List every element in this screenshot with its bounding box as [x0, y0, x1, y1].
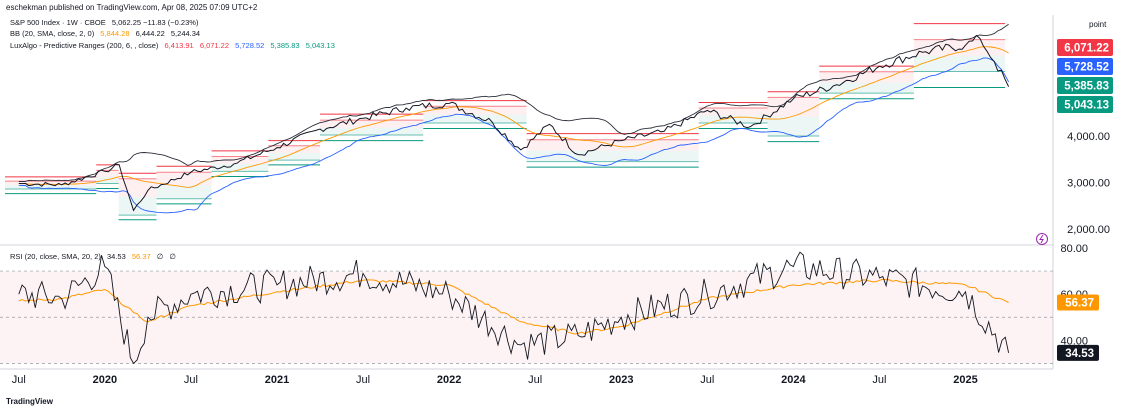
price-badge — [1057, 39, 1113, 56]
price-badge — [1057, 58, 1113, 75]
bb-basis-value: 5,844.28 — [100, 29, 130, 38]
luxalgo-r1-value: 6,071.22 — [199, 41, 230, 50]
bb-lower-value: 5,244.34 — [170, 29, 201, 38]
tradingview-logo: TradingView — [6, 397, 53, 406]
range-resistance-fill — [96, 170, 119, 177]
rsi-line — [18, 251, 1010, 365]
range-resistance-fill — [320, 120, 424, 128]
time-tick-label: Jul — [184, 374, 198, 386]
bb-upper-line — [18, 23, 1009, 183]
price-badge — [1057, 96, 1113, 113]
price-badge-label: 5,728.52 — [1064, 62, 1109, 74]
range-resistance-fill — [423, 106, 527, 115]
rsi-tick-label: 80.00 — [1060, 243, 1088, 255]
range-support-fill — [211, 163, 269, 172]
range-support-fill — [423, 114, 527, 123]
range-resistance-fill — [211, 156, 269, 164]
rsi-badge-label: 56.37 — [1065, 298, 1094, 310]
time-tick-label: 2023 — [609, 374, 633, 386]
rsi-badge — [1057, 294, 1099, 311]
rsi-legend-name: RSI (20, close, SMA, 20, 2) — [10, 252, 101, 261]
price-legend-name: S&P 500 Index · 1W · CBOE — [10, 18, 106, 27]
price-tick-label: 3,000.00 — [1067, 178, 1110, 190]
time-tick-label: Jul — [12, 374, 26, 386]
bb-lower-line — [18, 57, 1009, 214]
luxalgo-s1-value: 5,385.83 — [270, 41, 300, 50]
range-support-fill — [913, 55, 1006, 72]
rsi-ma-line — [18, 278, 1009, 335]
luxalgo-avg-value: 5,728.52 — [235, 41, 265, 50]
time-tick-label: 2025 — [953, 374, 977, 386]
luxalgo-legend: LuxAlgo - Predictive Ranges (200, 6, , c… — [10, 41, 339, 50]
range-support-fill — [156, 185, 212, 199]
replay-icon[interactable] — [1036, 233, 1048, 245]
range-support-fill — [96, 176, 119, 184]
price-tick-label: 4,000.00 — [1067, 131, 1110, 143]
range-resistance-fill — [819, 71, 914, 83]
rsi-badge-label: 34.53 — [1065, 348, 1094, 360]
rsi-legend: RSI (20, close, SMA, 20, 2) 34.53 56.37 … — [10, 252, 180, 261]
rsi-band-lower: ∅ — [169, 252, 176, 261]
range-support-fill — [819, 82, 914, 94]
time-tick-label: Jul — [356, 374, 370, 386]
price-legend: S&P 500 Index · 1W · CBOE 5,062.25 −11.8… — [10, 18, 202, 27]
time-tick-label: Jul — [528, 374, 542, 386]
rsi-ma-value: 56.37 — [131, 252, 151, 261]
time-tick-label: 2022 — [437, 374, 461, 386]
rsi-badge — [1057, 344, 1099, 361]
range-support-fill — [526, 150, 699, 162]
range-support-fill — [698, 115, 768, 123]
rsi-band-upper: ∅ — [156, 252, 164, 261]
time-tick-label: 2020 — [93, 374, 117, 386]
range-resistance-fill — [698, 108, 768, 116]
range-resistance-fill — [268, 145, 321, 153]
price-badge-label: 5,043.13 — [1064, 100, 1109, 112]
lightning-icon — [1039, 234, 1044, 244]
range-support-fill — [767, 116, 820, 136]
price-legend-values: 5,062.25 −11.83 (−0.23%) — [111, 18, 199, 27]
luxalgo-r2-value: 6,413.91 — [164, 41, 194, 50]
range-support-fill — [268, 152, 321, 161]
price-badge-label: 5,385.83 — [1064, 81, 1109, 93]
luxalgo-s2-value: 5,043.13 — [305, 41, 335, 50]
luxalgo-legend-name: LuxAlgo - Predictive Ranges (200, 6, , c… — [10, 41, 159, 50]
time-tick-label: Jul — [872, 374, 886, 386]
bb-basis-line — [18, 46, 1009, 188]
rsi-tick-label: 40.00 — [1060, 335, 1088, 347]
time-tick-label: Jul — [700, 374, 714, 386]
price-badge-label: 6,071.22 — [1064, 43, 1109, 55]
range-resistance-fill — [5, 181, 97, 186]
time-tick-label: 2024 — [781, 374, 806, 386]
bb-legend-name: BB (20, SMA, close, 2, 0) — [10, 29, 95, 38]
bb-legend: BB (20, SMA, close, 2, 0) 5,844.28 6,444… — [10, 29, 204, 38]
range-support-fill — [5, 185, 97, 190]
time-tick-label: 2021 — [265, 374, 289, 386]
range-support-fill — [320, 127, 424, 136]
range-resistance-fill — [156, 172, 212, 186]
publisher-caption: eschekman published on TradingView.com, … — [6, 3, 258, 12]
price-badge — [1057, 77, 1113, 94]
price-line — [18, 34, 1010, 212]
axis-unit-label: point — [1089, 20, 1107, 29]
bb-upper-value: 6,444.22 — [135, 29, 165, 38]
rsi-value: 34.53 — [106, 252, 126, 261]
price-tick-label: 2,000.00 — [1067, 224, 1110, 236]
range-resistance-fill — [767, 97, 820, 117]
